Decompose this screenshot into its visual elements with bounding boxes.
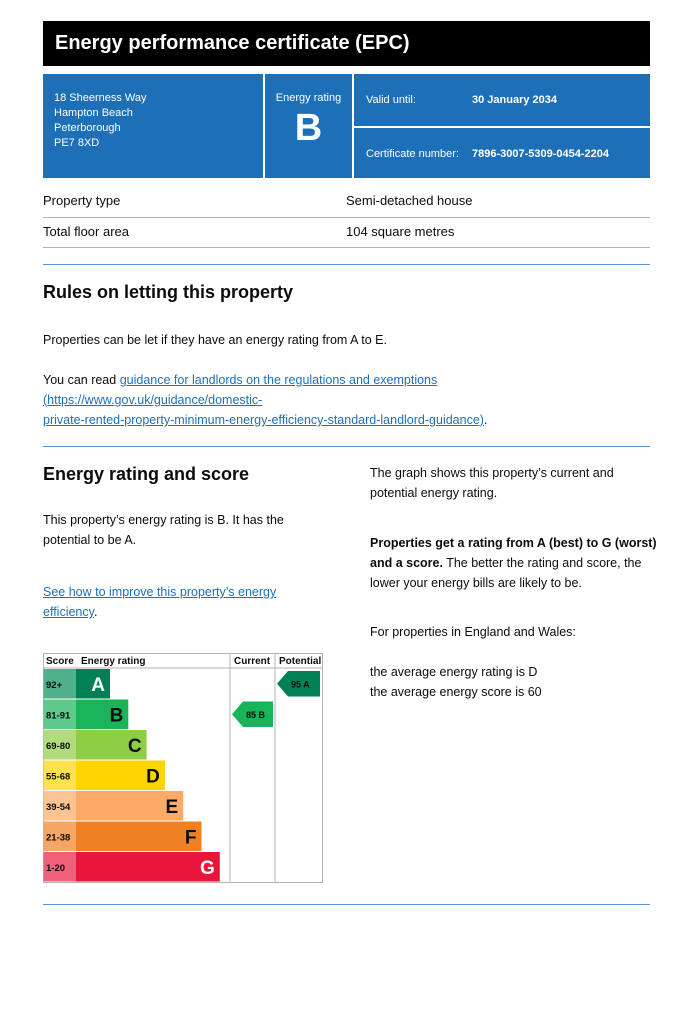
band-score-label: 92+ <box>46 680 63 691</box>
floor-area-row: Total floor area 104 square metres <box>43 224 650 248</box>
energy-rating-chart: Score Energy rating Current Potential 92+ A 81… <box>43 653 323 883</box>
band-bar <box>76 730 147 760</box>
guidance-prefix: You can read <box>43 373 120 387</box>
property-type-row: Property type Semi-detached house <box>43 193 650 218</box>
rating-column-header: Energy rating <box>81 656 145 667</box>
improve-paragraph: See how to improve this property’s energ… <box>43 582 276 622</box>
divider <box>43 264 650 265</box>
energy-rating-box: Energy rating B <box>265 74 352 178</box>
band-bar <box>76 669 110 699</box>
band-score-cell <box>43 669 77 699</box>
address-line: PE7 8XD <box>54 137 100 149</box>
energy-rating-paragraph: This property’s energy rating is B. It h… <box>43 510 284 550</box>
energy-paragraph-line: potential to be A. <box>43 533 137 547</box>
band-bar <box>76 852 220 882</box>
band-score-cell <box>43 821 77 851</box>
letting-heading: Rules on letting this property <box>43 282 294 302</box>
landlord-guidance-link[interactable]: guidance for landlords on the regulation… <box>43 373 484 427</box>
property-type-label: Property type <box>43 193 121 208</box>
current-rating-label: 85 B <box>246 710 266 720</box>
address-box: 18 Sheerness Way Hampton Beach Peterboro… <box>43 74 263 178</box>
address-line: 18 Sheerness Way <box>54 92 147 104</box>
current-rating-arrow <box>232 701 273 727</box>
guidance-suffix: . <box>483 413 488 427</box>
certificate-number: 7896-3007-5309-0454-2204 <box>472 148 610 160</box>
improve-suffix: . <box>93 605 98 619</box>
band-score-label: 69-80 <box>46 741 70 752</box>
band-score-cell <box>43 791 77 821</box>
property-type-value: Semi-detached house <box>346 193 473 208</box>
band-letter: G <box>200 858 215 879</box>
energy-rating-letter: B <box>294 107 323 149</box>
guidance-link-text: guidance for landlords on the regulation… <box>119 373 438 387</box>
band-score-cell <box>43 699 77 729</box>
letting-paragraph: Properties can be let if they have an en… <box>43 333 387 347</box>
divider <box>43 446 650 447</box>
improve-link-text: See how to improve this property’s energ… <box>43 585 277 599</box>
average-score: the average energy score is 60 <box>370 685 542 699</box>
explainer-line: The graph shows this property’s current … <box>370 466 614 480</box>
band-score-cell <box>43 760 77 790</box>
page-title: Energy performance certificate (EPC) <box>43 21 650 66</box>
band-bar <box>76 821 202 851</box>
certificate-label: Certificate number: <box>366 148 459 160</box>
rating-scale-paragraph: Properties get a rating from A (best) to… <box>370 533 657 593</box>
region-label: For properties in England and Wales: <box>370 625 576 639</box>
band-letter: B <box>110 705 124 726</box>
address-line: Peterborough <box>54 122 121 134</box>
rating-scale-text: lower your energy bills are likely to be… <box>370 576 582 590</box>
address-line: Hampton Beach <box>54 107 133 119</box>
improve-efficiency-link[interactable]: See how to improve this property’s energ… <box>43 585 276 619</box>
valid-until-label: Valid until: <box>366 94 416 106</box>
band-score-cell <box>43 730 77 760</box>
band-score-label: 39-54 <box>46 802 71 813</box>
letting-guidance-paragraph: You can read guidance for landlords on t… <box>43 370 650 430</box>
current-column-header: Current <box>234 656 271 667</box>
guidance-link-url: private-rented-property-minimum-energy-e… <box>43 413 484 427</box>
rating-scale-bold: Properties get a rating from A (best) to… <box>370 536 657 550</box>
potential-column-header: Potential <box>279 656 321 667</box>
energy-rating-label: Energy rating <box>275 92 342 104</box>
divider <box>43 904 650 905</box>
floor-area-label: Total floor area <box>43 224 129 239</box>
rating-scale-bold: and a score. <box>370 556 443 570</box>
score-column-header: Score <box>46 656 74 667</box>
band-letter: C <box>128 736 142 757</box>
floor-area-value: 104 square metres <box>346 224 455 239</box>
band-letter: F <box>185 827 197 848</box>
band-score-cell <box>43 852 77 882</box>
band-score-label: 81-91 <box>46 710 71 721</box>
potential-rating-arrow <box>277 671 320 697</box>
potential-rating-label: 95 A <box>291 679 310 689</box>
band-score-label: 21-38 <box>46 832 70 843</box>
rating-scale-text: The better the rating and score, the <box>442 556 642 570</box>
band-score-label: 55-68 <box>46 771 70 782</box>
band-bar <box>76 699 129 729</box>
band-score-label: 1-20 <box>46 863 65 874</box>
energy-paragraph-line: This property’s energy rating is B. It h… <box>43 513 284 527</box>
energy-heading: Energy rating and score <box>43 464 250 484</box>
improve-link-text: efficiency <box>43 605 94 619</box>
band-letter: A <box>91 675 105 696</box>
average-rating: the average energy rating is D <box>370 665 538 679</box>
explainer-line: potential energy rating. <box>370 486 498 500</box>
certificate-box: Certificate number: 7896-3007-5309-0454-… <box>354 128 650 178</box>
valid-until-box: Valid until: 30 January 2034 <box>354 74 650 126</box>
band-bar <box>76 791 184 821</box>
band-letter: D <box>146 766 160 787</box>
graph-explainer: The graph shows this property’s current … <box>370 463 614 503</box>
guidance-link-url: (https://www.gov.uk/guidance/domestic- <box>43 393 263 407</box>
band-letter: E <box>166 797 179 818</box>
band-bar <box>76 760 165 790</box>
valid-until-value: 30 January 2034 <box>472 94 558 106</box>
